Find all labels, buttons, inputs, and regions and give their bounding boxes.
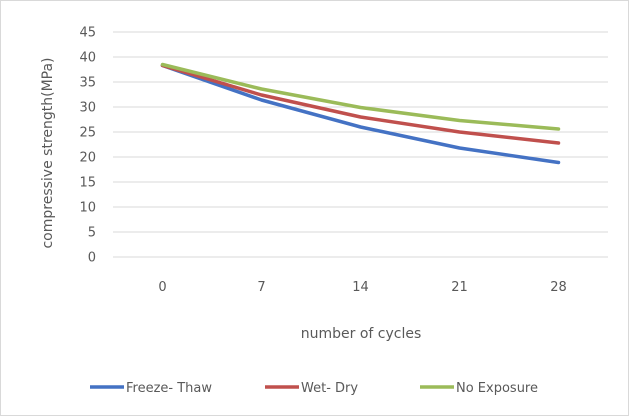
x-axis-title: number of cycles bbox=[301, 326, 422, 342]
gridlines bbox=[113, 31, 608, 258]
x-axis-ticks: 0 7 14 21 28 bbox=[158, 280, 566, 295]
y-tick-label: 0 bbox=[88, 251, 96, 266]
y-tick-label: 15 bbox=[79, 176, 96, 191]
legend: Freeze- Thaw Wet- Dry No Exposure bbox=[90, 381, 538, 396]
series-line-1 bbox=[160, 63, 561, 165]
series-lines bbox=[160, 62, 561, 165]
y-tick-label: 40 bbox=[79, 51, 96, 66]
y-tick-label: 5 bbox=[88, 226, 96, 241]
x-tick-label: 7 bbox=[257, 280, 265, 295]
y-axis-title: compressive strength(MPa) bbox=[40, 57, 56, 248]
series-line-2 bbox=[160, 63, 561, 145]
legend-label: No Exposure bbox=[456, 381, 538, 396]
y-tick-label: 45 bbox=[79, 26, 96, 41]
y-axis-ticks: 0 5 10 15 20 25 30 35 40 45 bbox=[79, 26, 96, 266]
legend-label: Wet- Dry bbox=[301, 381, 358, 396]
y-tick-label: 10 bbox=[79, 201, 96, 216]
x-tick-label: 21 bbox=[451, 280, 468, 295]
y-tick-label: 20 bbox=[79, 151, 96, 166]
x-tick-label: 28 bbox=[550, 280, 567, 295]
y-tick-label: 30 bbox=[79, 101, 96, 116]
series-line-3 bbox=[160, 62, 561, 131]
legend-label: Freeze- Thaw bbox=[126, 381, 212, 396]
y-tick-label: 35 bbox=[79, 76, 96, 91]
x-tick-label: 14 bbox=[352, 280, 369, 295]
x-tick-label: 0 bbox=[158, 280, 166, 295]
y-tick-label: 25 bbox=[79, 126, 96, 141]
